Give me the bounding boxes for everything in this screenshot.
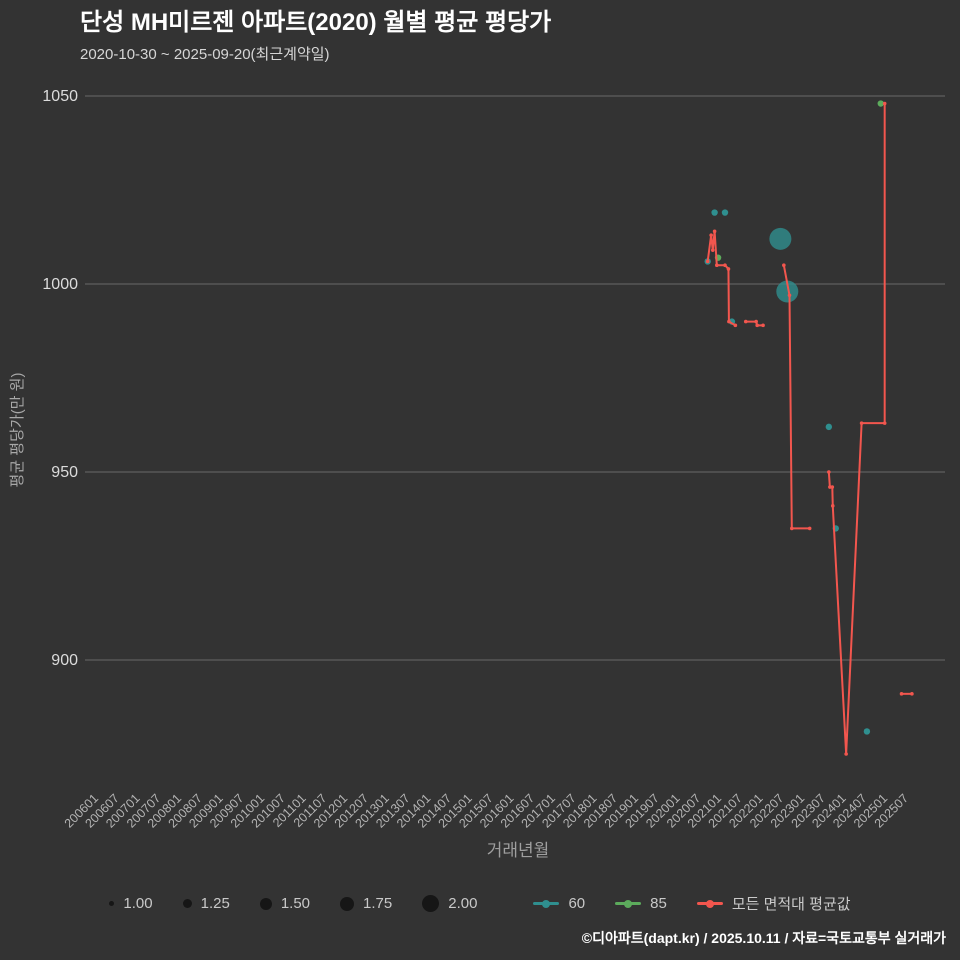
series-85-marker-icon [615, 899, 642, 908]
svg-text:900: 900 [51, 652, 78, 669]
size-legend-label: 1.00 [123, 895, 153, 912]
series-legend-label: 60 [568, 895, 586, 912]
chart-header: 단성 MH미르젠 아파트(2020) 월별 평균 평당가 2020-10-30 … [80, 8, 551, 64]
footer-credit: ©디아파트(dapt.kr) / 2025.10.11 / 자료=국토교통부 실… [581, 930, 946, 946]
size-dot-icon [182, 899, 192, 908]
size-dot-icon [340, 896, 355, 911]
series-legend-85: 85 [615, 895, 667, 912]
chart-subtitle: 2020-10-30 ~ 2025-09-20(최근계약일) [80, 46, 330, 63]
size-legend-item-2: 1.25 [182, 895, 230, 912]
svg-text:1050: 1050 [42, 88, 78, 105]
size-legend-item-4: 1.75 [340, 895, 392, 912]
svg-text:평균 평당가(만 원): 평균 평당가(만 원) [9, 373, 26, 488]
svg-text:1000: 1000 [42, 276, 78, 293]
size-legend-label: 1.25 [200, 895, 230, 912]
chart-title: 단성 MH미르젠 아파트(2020) 월별 평균 평당가 [80, 9, 552, 36]
svg-text:거래년월: 거래년월 [487, 841, 550, 860]
size-dot-icon [109, 901, 115, 906]
size-legend-label: 2.00 [448, 895, 478, 912]
series-legend-label: 모든 면적대 평균값 [731, 896, 851, 913]
size-legend-label: 1.75 [363, 895, 393, 912]
chart-legend: 1.00 1.25 1.50 1.75 2.00 60 85 모든 면적대 [0, 893, 960, 914]
size-legend-item-5: 2.00 [422, 895, 477, 912]
size-legend-item-3: 1.50 [259, 895, 311, 912]
series-60-marker-icon [533, 899, 560, 908]
size-legend-item-1: 1.00 [109, 895, 153, 912]
size-dot-icon [259, 897, 272, 910]
chart-canvas: 1050100095090020060120060720070120070720… [9, 88, 945, 860]
series-average-marker-icon [696, 899, 723, 908]
series-legend-average: 모든 면적대 평균값 [696, 893, 851, 914]
size-dot-icon [422, 895, 440, 912]
series-legend-60: 60 [533, 895, 585, 912]
size-legend-label: 1.50 [280, 895, 311, 912]
series-legend-label: 85 [650, 895, 667, 912]
svg-text:950: 950 [51, 464, 78, 481]
